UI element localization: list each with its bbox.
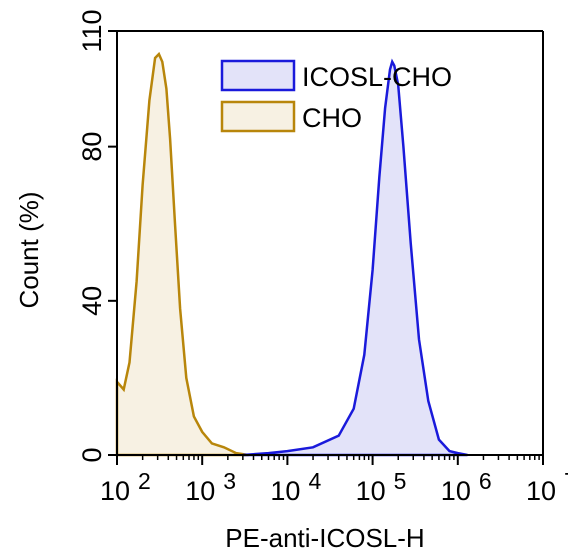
series-area-icosl-cho — [242, 58, 468, 457]
plot-area — [115, 30, 544, 457]
legend-label-icosl-cho: ICOSL-CHO — [302, 62, 452, 92]
y-axis-label: Count (%) — [14, 191, 44, 308]
x-tick-label: 10 3 — [185, 468, 236, 506]
y-axis-ticks: 0 40 80 110 — [77, 9, 117, 463]
x-axis-ticks: 102 103 104 105 106 107 — [100, 455, 568, 506]
legend-swatch-icosl-cho — [220, 59, 296, 92]
y-tick-label: 0 — [77, 447, 107, 462]
legend-swatch-cho — [220, 100, 296, 133]
legend: ICOSL-CHO CHO — [220, 59, 452, 133]
x-tick-label: 10 6 — [441, 468, 492, 506]
legend-label-cho: CHO — [302, 103, 362, 133]
y-tick-label: 80 — [77, 132, 107, 162]
y-tick-label: 40 — [77, 286, 107, 316]
series-area-cho — [115, 51, 249, 457]
x-tick-label: 107 — [526, 468, 568, 506]
y-tick-label: 110 — [77, 9, 107, 52]
x-axis-label: PE-anti-ICOSL-H — [225, 523, 424, 553]
x-tick-label: 10 2 — [100, 468, 151, 506]
x-tick-label: 10 4 — [270, 468, 321, 506]
x-tick-label: 10 5 — [356, 468, 407, 506]
